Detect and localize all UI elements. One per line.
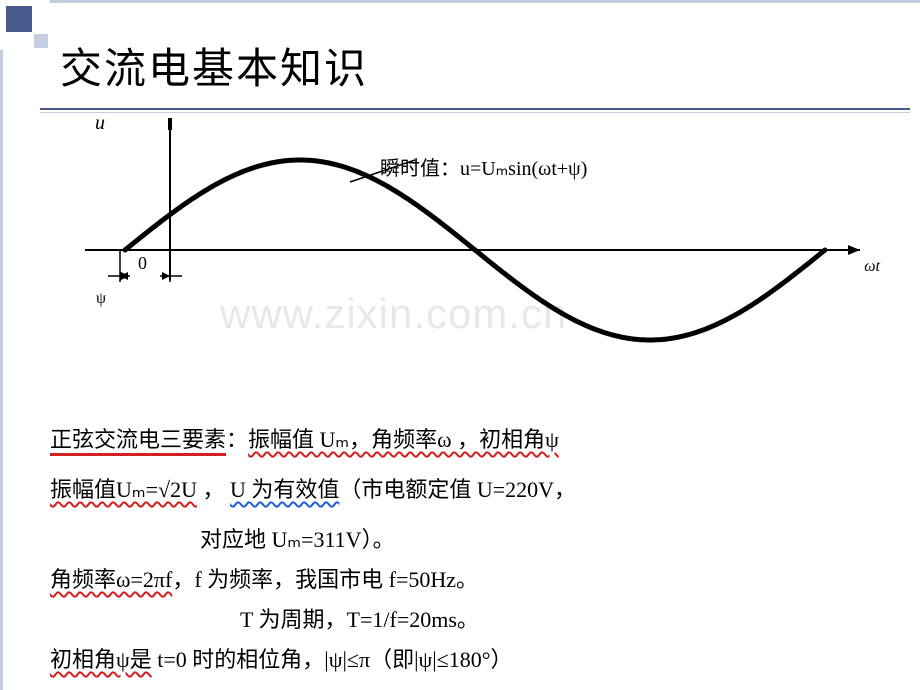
phase-angle-detail: t=0 时的相位角，|ψ|≤π（即|ψ|≤180°） bbox=[152, 647, 513, 672]
formula-label: 瞬时值：u=Uₘsin(ωt+ψ) bbox=[380, 152, 587, 181]
three-elements-label: 正弦交流电三要素 bbox=[50, 427, 226, 456]
left-border bbox=[0, 50, 3, 690]
phase-label: ψ bbox=[96, 290, 106, 308]
x-axis-label: ωt bbox=[864, 258, 880, 276]
angular-freq-formula: 角频率ω=2πf bbox=[50, 567, 172, 592]
corner-decoration bbox=[0, 0, 60, 60]
freq-detail: ，f 为频率，我国市电 f=50Hz。 bbox=[172, 567, 478, 592]
y-axis-label: u bbox=[95, 112, 105, 135]
text-line-6: 初相角ψ是 t=0 时的相位角，|ψ|≤π（即|ψ|≤180°） bbox=[50, 645, 890, 676]
rms-label: U 为有效值 bbox=[230, 477, 339, 502]
top-border bbox=[50, 0, 920, 3]
decoration-square-large bbox=[6, 6, 32, 32]
text-line-1: 正弦交流电三要素：振幅值 Uₘ，角频率ω ，初相角ψ bbox=[50, 425, 890, 456]
decoration-square-small bbox=[34, 34, 48, 48]
colon: ： bbox=[226, 427, 248, 452]
text-line-5: T 为周期，T=1/f=20ms。 bbox=[240, 605, 890, 636]
page-title: 交流电基本知识 bbox=[60, 35, 368, 96]
phase-angle-label: 初相角ψ是 bbox=[50, 647, 152, 672]
text-line-2: 振幅值Uₘ=√2U ， U 为有效值（市电额定值 U=220V， bbox=[50, 475, 890, 506]
text-line-4: 角频率ω=2πf，f 为频率，我国市电 f=50Hz。 bbox=[50, 565, 890, 596]
three-elements-content: 振幅值 Uₘ，角频率ω ，初相角ψ bbox=[248, 427, 559, 452]
amplitude-formula: 振幅值Uₘ=√2U bbox=[50, 477, 197, 502]
origin-label: 0 bbox=[138, 253, 147, 274]
rms-detail: （市电额定值 U=220V， bbox=[339, 477, 576, 502]
text-line-3: 对应地 Uₘ=311V）。 bbox=[200, 525, 890, 556]
sep: ， bbox=[197, 477, 230, 502]
